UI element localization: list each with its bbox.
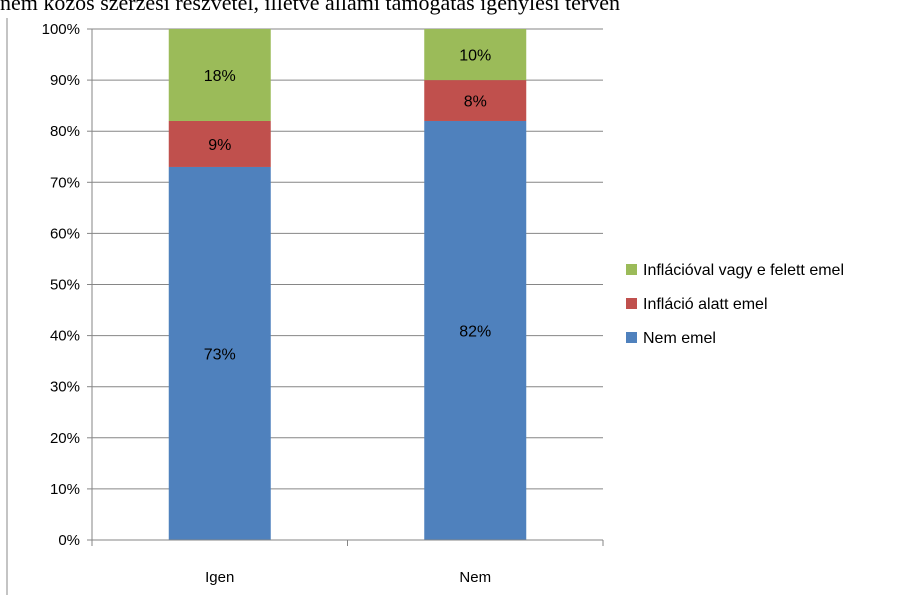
grid-lines — [92, 28, 603, 490]
bars: 73% 9% 18% 82% 8% 10% — [168, 29, 527, 540]
data-label: 18% — [204, 68, 236, 85]
legend-label: Nem emel — [643, 330, 716, 347]
bar-segment-nem-emel — [424, 120, 527, 540]
legend-swatch-inflacio-alatt-emel — [626, 298, 637, 309]
y-tick-label: 80% — [50, 123, 80, 140]
legend: Inflációval vagy e felett emel Infláció a… — [626, 262, 844, 347]
y-tick-label: 30% — [50, 379, 80, 396]
x-tick-label: Igen — [205, 569, 234, 586]
bar-segment-inflacio-alatt-emel — [424, 80, 527, 121]
legend-swatch-nem-emel — [626, 332, 637, 343]
data-label: 8% — [464, 94, 487, 111]
y-tick-label: 50% — [50, 277, 80, 294]
x-tick-label: Nem — [459, 569, 491, 586]
data-label: 73% — [204, 346, 236, 363]
data-label: 82% — [459, 323, 491, 340]
data-label: 9% — [208, 137, 231, 154]
chart-caption: nem közös szerzési részvétel, illetve ál… — [0, 0, 621, 15]
data-label: 10% — [459, 48, 491, 65]
y-tick-label: 60% — [50, 225, 80, 242]
y-tick-label: 100% — [42, 21, 80, 38]
y-tick-label: 20% — [50, 430, 80, 447]
legend-label: Infláció alatt emel — [643, 296, 768, 313]
bar-segment-inflacio-alatt-emel — [168, 120, 271, 167]
y-tick-label: 90% — [50, 72, 80, 89]
y-tick-label: 10% — [50, 481, 80, 498]
y-tick-label: 40% — [50, 328, 80, 345]
y-tick-label: 0% — [58, 532, 80, 549]
bar-segment-inflacioval-vagy-e-felett-emel — [168, 29, 271, 121]
axes: 0% 10% 20% 30% 40% 50% 60% 70% 80% 90% 100% Igen Nem — [42, 21, 604, 586]
bar-segment-inflacioval-vagy-e-felett-emel — [424, 29, 527, 81]
legend-label: Inflációval vagy e felett emel — [643, 262, 844, 279]
legend-swatch-inflacioval-vagy-e-felett-emel — [626, 264, 637, 275]
bar-segment-nem-emel — [168, 166, 271, 540]
y-tick-label: 70% — [50, 174, 80, 191]
